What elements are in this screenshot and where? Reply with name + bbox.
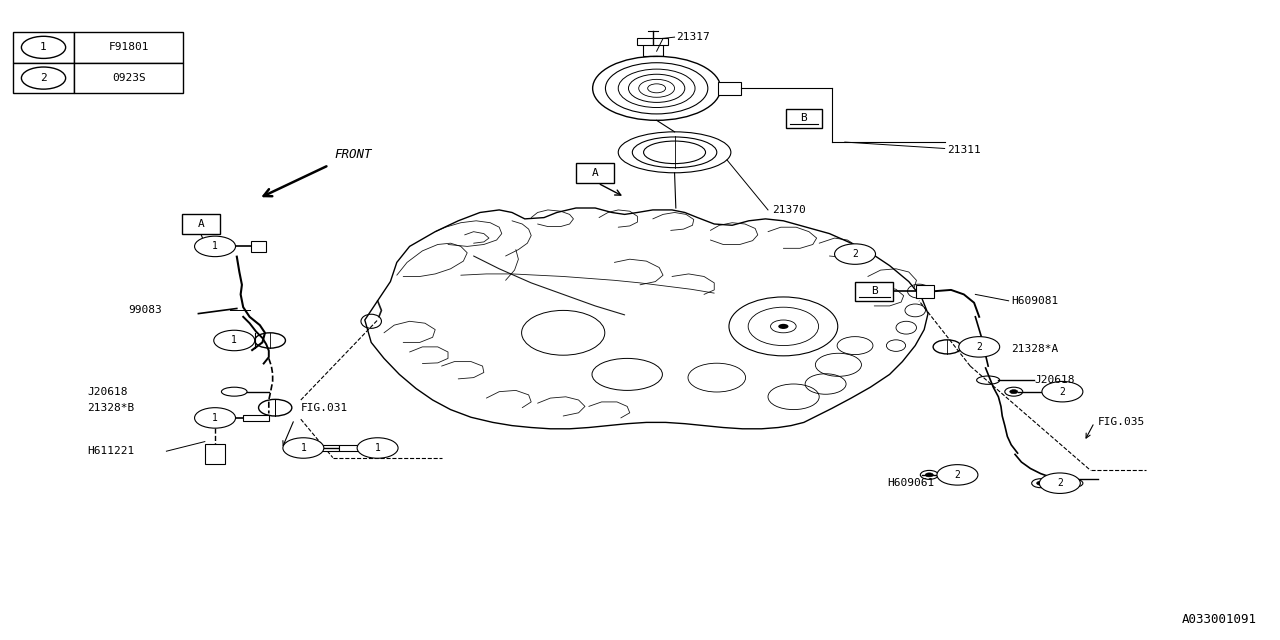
Bar [718, 82, 741, 95]
Circle shape [1037, 481, 1044, 485]
Circle shape [214, 330, 255, 351]
Bar [855, 282, 893, 301]
Text: 21311: 21311 [947, 145, 980, 156]
Text: 1: 1 [375, 443, 380, 453]
Circle shape [778, 324, 788, 329]
Text: H611221: H611221 [87, 446, 134, 456]
Text: H609061: H609061 [887, 478, 934, 488]
Bar [74, 32, 183, 63]
Text: H609081: H609081 [1011, 296, 1059, 306]
Bar [643, 44, 663, 56]
Circle shape [357, 438, 398, 458]
Text: 2: 2 [955, 470, 960, 480]
Text: B: B [870, 286, 878, 296]
Bar [251, 241, 266, 252]
Circle shape [195, 236, 236, 257]
Text: A: A [591, 168, 599, 178]
Bar [916, 285, 934, 298]
Text: 2: 2 [1057, 478, 1062, 488]
Text: FIG.035: FIG.035 [1098, 417, 1146, 428]
Text: B: B [800, 113, 808, 124]
Bar [576, 163, 614, 183]
Text: 21317: 21317 [676, 32, 709, 42]
Bar [319, 445, 339, 451]
Text: J20618: J20618 [87, 387, 128, 397]
Circle shape [771, 320, 796, 333]
Text: 2: 2 [1060, 387, 1065, 397]
Circle shape [835, 244, 876, 264]
Bar [786, 109, 822, 128]
Text: FRONT: FRONT [334, 148, 371, 161]
Circle shape [195, 408, 236, 428]
Bar [74, 63, 183, 93]
Bar [13, 63, 74, 93]
Text: 1: 1 [40, 42, 47, 52]
Text: 21370: 21370 [772, 205, 805, 215]
Text: 0923S: 0923S [111, 73, 146, 83]
Circle shape [1039, 473, 1080, 493]
Bar [205, 444, 225, 464]
Text: 1: 1 [232, 335, 237, 346]
Circle shape [959, 337, 1000, 357]
Circle shape [937, 465, 978, 485]
Text: 2: 2 [977, 342, 982, 352]
Text: J20618: J20618 [1034, 375, 1075, 385]
Circle shape [1059, 477, 1066, 481]
Text: A033001091: A033001091 [1181, 613, 1257, 626]
Circle shape [1071, 481, 1079, 485]
Bar [637, 38, 668, 45]
Text: 21328*B: 21328*B [87, 403, 134, 413]
Circle shape [648, 84, 666, 93]
Bar [339, 445, 360, 451]
Text: F91801: F91801 [109, 42, 148, 52]
Text: 99083: 99083 [128, 305, 161, 316]
Bar [243, 415, 269, 421]
Bar [13, 32, 74, 63]
Circle shape [1042, 381, 1083, 402]
Text: 2: 2 [40, 73, 47, 83]
Circle shape [22, 67, 65, 89]
Text: 1: 1 [212, 413, 218, 423]
Circle shape [1010, 390, 1018, 394]
Circle shape [925, 473, 933, 477]
Text: 1: 1 [212, 241, 218, 252]
Text: FIG.031: FIG.031 [301, 403, 348, 413]
Text: 1: 1 [301, 443, 306, 453]
Text: 2: 2 [852, 249, 858, 259]
Text: 21328*A: 21328*A [1011, 344, 1059, 354]
Bar [182, 214, 220, 234]
Circle shape [283, 438, 324, 458]
Circle shape [22, 36, 65, 58]
Text: A: A [197, 219, 205, 229]
